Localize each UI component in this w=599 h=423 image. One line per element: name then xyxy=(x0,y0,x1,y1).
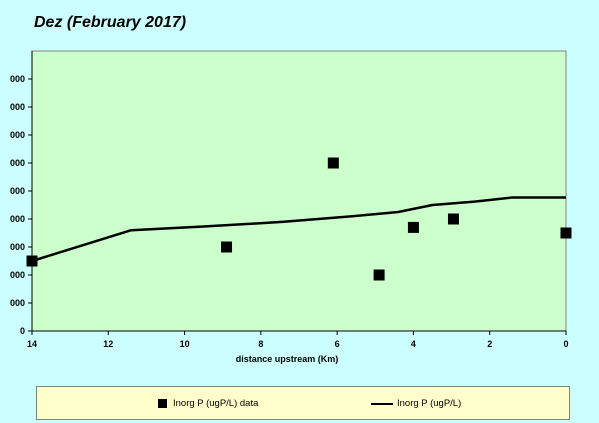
x-tick-label: 0 xyxy=(563,339,568,349)
data-point xyxy=(26,255,38,267)
chart-title: Dez (February 2017) xyxy=(34,14,187,31)
x-tick-label: 4 xyxy=(411,339,416,349)
y-tick-label: 000 xyxy=(10,74,25,84)
x-tick-label: 8 xyxy=(258,339,263,349)
data-point xyxy=(373,269,385,281)
data-point xyxy=(407,221,419,233)
legend-marker-line xyxy=(371,403,393,405)
y-tick-label: 000 xyxy=(10,270,25,280)
legend-marker-data xyxy=(158,399,167,408)
data-point xyxy=(560,227,572,239)
y-tick-label: 000 xyxy=(10,214,25,224)
y-tick-label: 0 xyxy=(20,326,25,336)
data-point xyxy=(221,241,233,253)
x-tick-label: 14 xyxy=(27,339,37,349)
legend: Inorg P (ugP/L) data Inorg P (ugP/L) xyxy=(36,386,570,420)
x-tick-label: 10 xyxy=(180,339,190,349)
x-axis-title: distance upstream (Km) xyxy=(236,354,339,364)
y-tick-label: 000 xyxy=(10,186,25,196)
x-tick-label: 6 xyxy=(335,339,340,349)
plot-area xyxy=(31,50,567,332)
y-tick-label: 000 xyxy=(10,242,25,252)
data-point xyxy=(327,157,339,169)
x-tick-label: 12 xyxy=(103,339,113,349)
y-tick-label: 000 xyxy=(10,298,25,308)
series-line-inorg-p xyxy=(31,196,566,263)
legend-label-line: Inorg P (ugP/L) xyxy=(397,398,462,409)
data-point xyxy=(447,213,459,225)
y-tick-label: 000 xyxy=(10,158,25,168)
y-tick-label: 000 xyxy=(10,102,25,112)
y-tick-label: 000 xyxy=(10,130,25,140)
x-tick-label: 2 xyxy=(487,339,492,349)
legend-label-data: Inorg P (ugP/L) data xyxy=(173,398,259,409)
